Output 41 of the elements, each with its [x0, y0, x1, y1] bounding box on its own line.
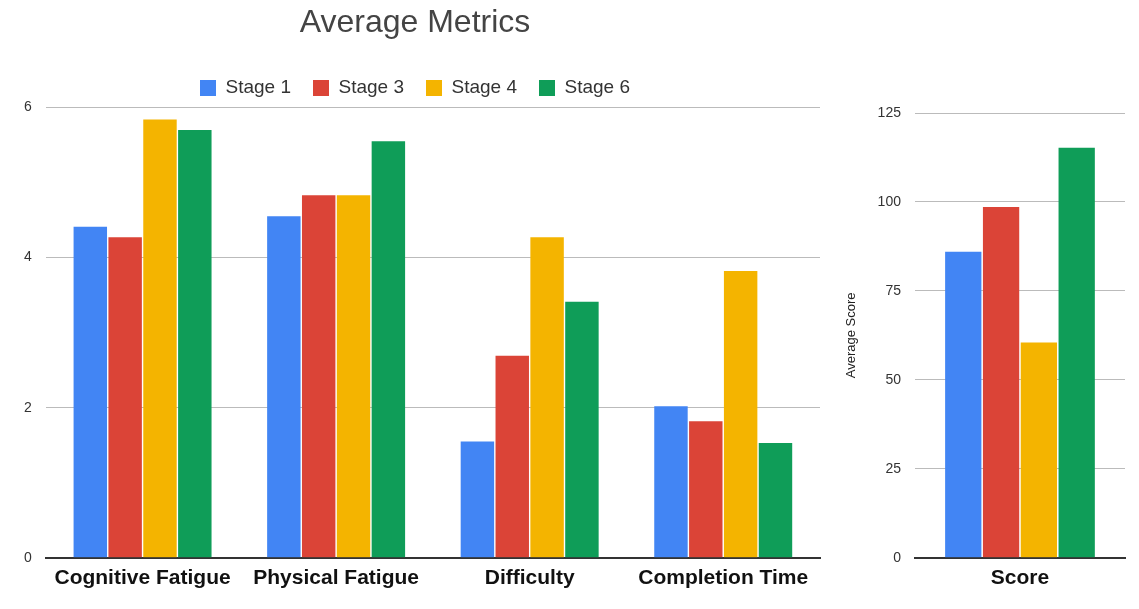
y-tick-label: 0 [23, 548, 32, 565]
y-tick-label: 25 [885, 459, 902, 476]
bar [654, 406, 688, 558]
bar [495, 355, 529, 558]
bar [1020, 342, 1058, 558]
legend-label: Stage 4 [451, 76, 518, 98]
bar [530, 237, 564, 558]
x-tick-label: Cognitive Fatigue [54, 565, 231, 589]
bar [73, 226, 108, 558]
legend-label: Stage 1 [225, 76, 291, 98]
bar [178, 129, 212, 558]
bar [108, 237, 142, 558]
y-tick-label: 100 [877, 192, 902, 209]
y-tick-label: 75 [885, 281, 902, 298]
bar [143, 119, 177, 558]
x-tick-label: Physical Fatigue [253, 565, 419, 589]
bar [460, 441, 495, 558]
chart-title: Average Metrics [299, 3, 531, 40]
y-tick-label: 2 [23, 398, 32, 415]
bar [336, 195, 371, 558]
y-tick-label: 0 [893, 548, 902, 565]
y-tick-label: 125 [877, 103, 902, 120]
y-axis-title: Average Score [843, 292, 859, 379]
y-tick-label: 50 [885, 370, 902, 387]
x-tick-label: Difficulty [484, 565, 575, 589]
bar [267, 216, 301, 558]
bar [689, 421, 723, 558]
legend-label: Stage 3 [338, 76, 404, 98]
x-tick-label: Completion Time [638, 565, 809, 589]
bar [945, 251, 982, 558]
bar [371, 141, 406, 558]
x-tick-label: Score [990, 565, 1050, 589]
bar [1058, 147, 1095, 558]
y-tick-label: 6 [23, 98, 32, 115]
bar [758, 442, 793, 558]
bar [723, 271, 758, 558]
legend-label: Stage 6 [564, 76, 630, 98]
y-tick-label: 4 [23, 248, 32, 265]
bar [565, 301, 599, 558]
bar [982, 206, 1020, 558]
bar [301, 195, 336, 558]
